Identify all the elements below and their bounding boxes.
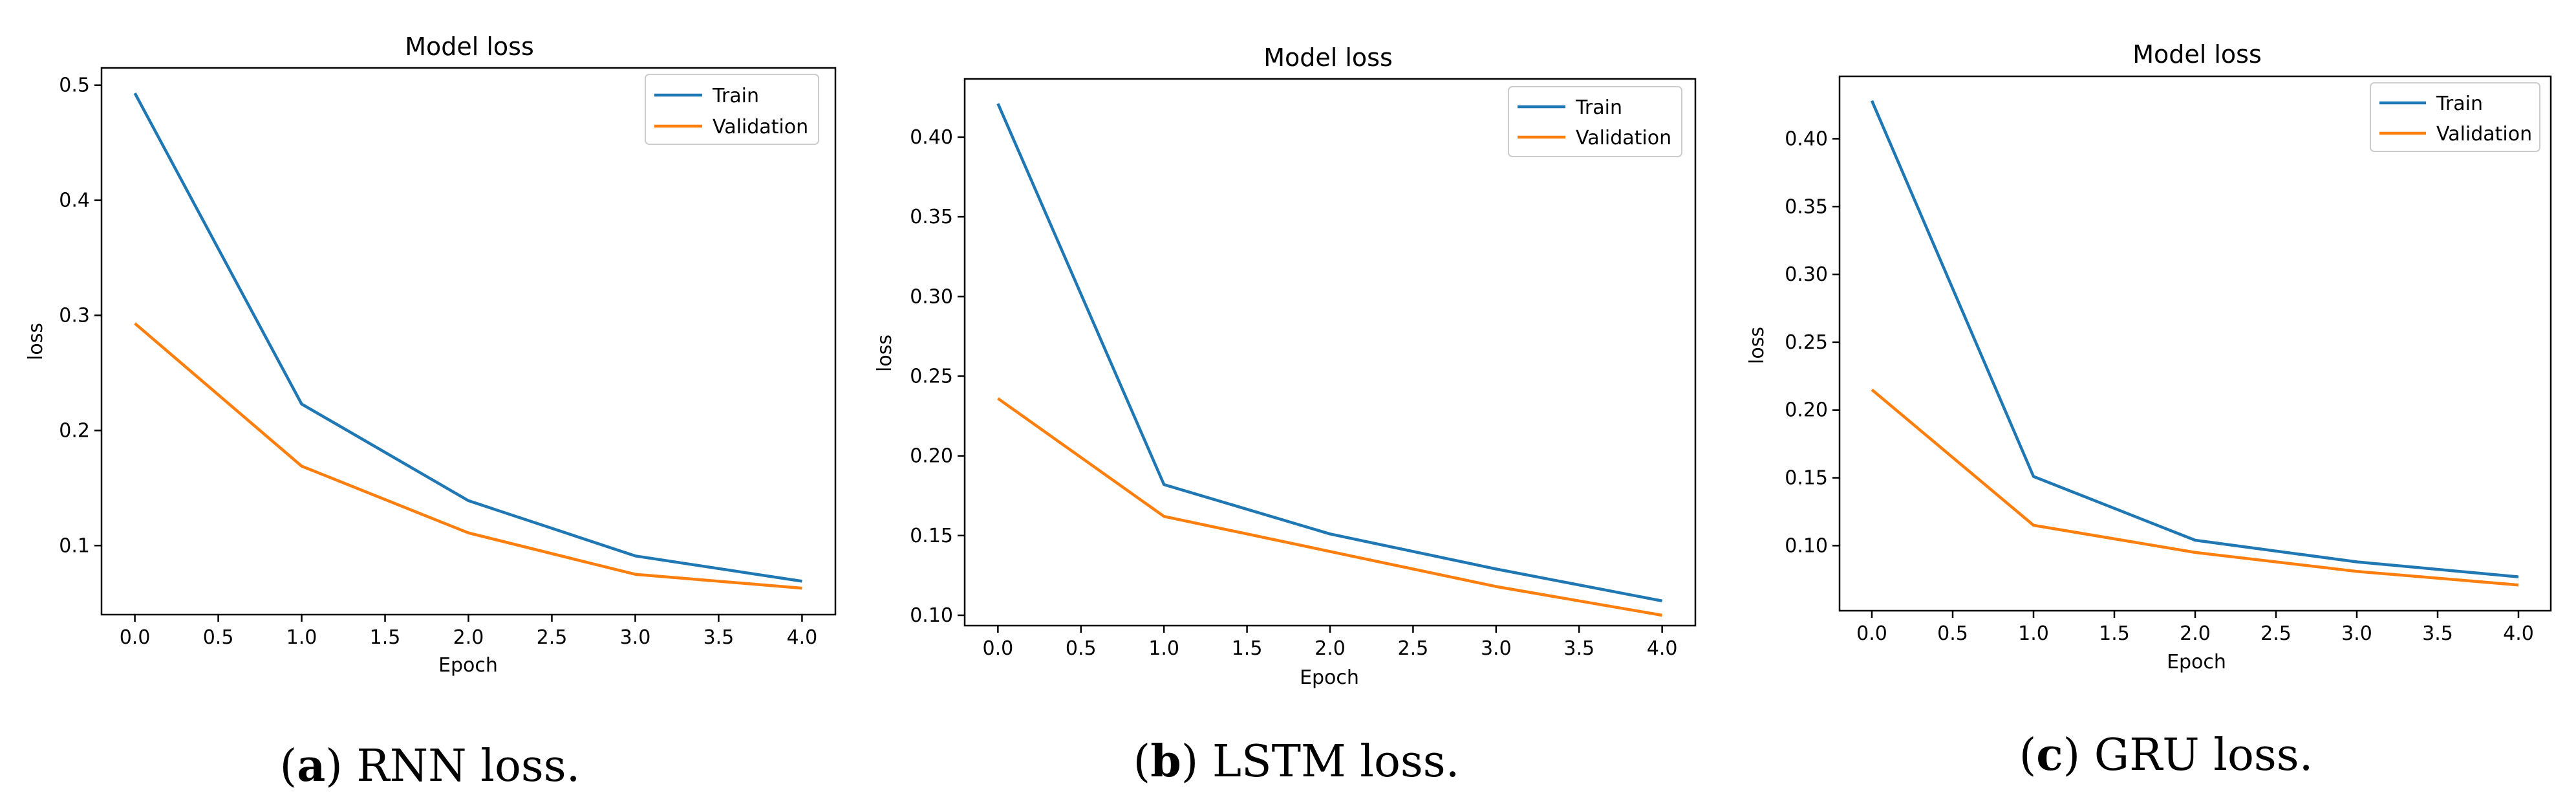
x-tick-label: 4.0 (1647, 637, 1678, 660)
x-tick-label: 1.5 (2099, 622, 2130, 645)
y-axis-label: loss (874, 334, 896, 372)
legend-frame (1508, 86, 1682, 157)
y-axis-label: loss (1746, 327, 1768, 364)
x-tick-label: 0.0 (983, 637, 1014, 660)
panel-b: Model loss 0.0 0.5 1.0 1.5 2.0 2.5 3.0 3.5 4.0 0… (874, 43, 1697, 787)
caption-letter: a (297, 740, 325, 792)
x-tick-label: 1.5 (370, 626, 401, 649)
x-ticks: 0.0 0.5 1.0 1.5 2.0 2.5 3.0 3.5 4.0 (120, 615, 818, 649)
series-lines (133, 93, 802, 590)
y-tick-label: 0.10 (910, 604, 953, 627)
y-tick-label: 0.25 (1785, 331, 1828, 354)
x-ticks: 0.0 0.5 1.0 1.5 2.0 2.5 3.0 3.5 4.0 (1856, 611, 2534, 645)
y-tick-label: 0.30 (910, 285, 953, 308)
x-tick-label: 3.5 (2422, 622, 2453, 645)
axes-frame (1838, 75, 2552, 612)
y-tick-label: 0.40 (1785, 127, 1828, 150)
x-tick-label: 1.0 (2018, 622, 2049, 645)
series-line-train (1870, 100, 2519, 578)
x-axis-label: Epoch (438, 654, 498, 677)
caption: (a) RNN loss. (280, 740, 581, 792)
legend: Train Validation (1508, 86, 1682, 157)
y-ticks: 0.10 0.15 0.20 0.25 0.30 0.35 0.40 (1785, 127, 1840, 557)
y-tick-label: 0.5 (59, 74, 90, 97)
y-tick-label: 0.25 (910, 365, 953, 388)
x-tick-label: 1.0 (1148, 637, 1179, 660)
legend: Train Validation (2370, 82, 2540, 152)
y-tick-label: 0.20 (910, 445, 953, 468)
y-tick-label: 0.2 (59, 419, 90, 442)
y-tick-label: 0.4 (59, 190, 90, 212)
x-tick-label: 2.0 (453, 626, 484, 649)
y-tick-label: 0.15 (1785, 467, 1828, 490)
series-lines (1870, 100, 2519, 587)
x-tick-label: 2.5 (1398, 637, 1429, 660)
series-line-validation (1871, 388, 2519, 587)
y-ticks: 0.1 0.2 0.3 0.4 0.5 (59, 74, 102, 557)
y-axis-label: loss (25, 323, 47, 360)
x-axis-label: Epoch (2167, 651, 2226, 673)
x-tick-label: 2.0 (2180, 622, 2211, 645)
panel-c: Model loss 0.0 0.5 1.0 1.5 2.0 2.5 3.0 3.5 4.0 0… (1746, 40, 2552, 781)
plot-area (1838, 75, 2552, 612)
legend-label-train: Train (2436, 93, 2483, 115)
legend-label-validation: Validation (713, 116, 808, 138)
x-tick-label: 0.0 (1856, 622, 1887, 645)
legend-label-train: Train (1575, 96, 1622, 119)
series-line-validation (997, 397, 1662, 617)
caption: (b) LSTM loss. (1133, 736, 1460, 787)
series-line-validation (134, 322, 802, 590)
series-line-train (133, 93, 802, 583)
y-tick-label: 0.30 (1785, 263, 1828, 286)
caption-text: RNN loss. (343, 741, 581, 792)
x-ticks: 0.0 0.5 1.0 1.5 2.0 2.5 3.0 3.5 4.0 (983, 626, 1678, 660)
caption-letter: c (2036, 729, 2063, 781)
y-tick-label: 0.10 (1785, 534, 1828, 557)
legend-label-validation: Validation (1576, 127, 1671, 149)
caption-text: GRU loss. (2080, 730, 2313, 781)
plot-area (963, 78, 1697, 627)
legend: Train Validation (645, 74, 819, 145)
x-tick-label: 1.0 (286, 626, 317, 649)
y-tick-label: 0.1 (59, 534, 90, 557)
legend-label-validation: Validation (2436, 123, 2532, 146)
x-tick-label: 0.5 (1066, 637, 1097, 660)
legend-label-train: Train (712, 85, 759, 107)
x-tick-label: 3.5 (1563, 637, 1594, 660)
y-tick-label: 0.35 (1785, 195, 1828, 218)
x-tick-label: 1.5 (1232, 637, 1263, 660)
chart-title: Model loss (1263, 43, 1393, 72)
y-tick-label: 0.3 (59, 304, 90, 327)
caption: (c) GRU loss. (2019, 729, 2313, 781)
panel-a: Model loss 0.0 0.5 1.0 1.5 2.0 2.5 3.0 3.5 4.0 0… (25, 32, 837, 792)
chart-title: Model loss (2132, 40, 2262, 69)
y-tick-label: 0.35 (910, 206, 953, 228)
x-tick-label: 3.0 (2341, 622, 2372, 645)
chart-title: Model loss (405, 32, 534, 61)
y-tick-label: 0.20 (1785, 399, 1828, 422)
x-tick-label: 0.5 (203, 626, 234, 649)
x-tick-label: 3.5 (703, 626, 735, 649)
x-tick-label: 2.5 (2260, 622, 2292, 645)
caption-letter: b (1150, 736, 1181, 787)
series-line-train (996, 103, 1663, 603)
series-lines (996, 103, 1663, 617)
x-tick-label: 2.5 (537, 626, 568, 649)
x-axis-label: Epoch (1300, 666, 1359, 689)
x-tick-label: 4.0 (787, 626, 818, 649)
x-tick-label: 0.5 (1937, 622, 1968, 645)
y-tick-label: 0.15 (910, 525, 953, 547)
x-tick-label: 4.0 (2503, 622, 2534, 645)
axes-frame (963, 78, 1697, 627)
x-tick-label: 0.0 (120, 626, 151, 649)
x-tick-label: 2.0 (1315, 637, 1346, 660)
x-tick-label: 3.0 (1481, 637, 1512, 660)
x-tick-label: 3.0 (620, 626, 651, 649)
y-ticks: 0.10 0.15 0.20 0.25 0.30 0.35 0.40 (910, 126, 965, 627)
caption-text: LSTM loss. (1198, 736, 1459, 787)
y-tick-label: 0.40 (910, 126, 953, 149)
plot-area (100, 67, 837, 616)
